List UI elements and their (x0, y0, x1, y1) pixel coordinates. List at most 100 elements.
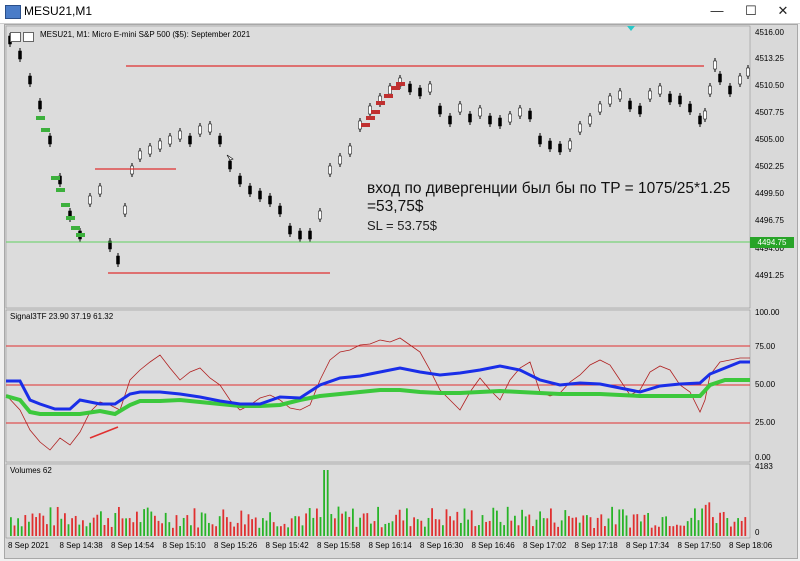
volume-bar (398, 509, 401, 536)
volume-bar (611, 506, 613, 536)
candle-body (116, 255, 120, 265)
volume-bar (56, 506, 59, 536)
price-tick-label: 4507.75 (755, 108, 784, 117)
volume-bar (424, 526, 426, 536)
volume-bar (258, 527, 261, 536)
candle-body (638, 105, 642, 115)
price-tick-label: 4491.25 (755, 271, 784, 280)
volume-bar (431, 508, 433, 536)
volume-bar (380, 527, 383, 536)
volume-bar (42, 515, 45, 536)
volume-bar (28, 521, 30, 536)
volume-bar (740, 520, 743, 536)
candle-body (238, 175, 242, 185)
volume-bar (719, 512, 721, 536)
volume-bar (96, 514, 99, 536)
candle-body (130, 165, 134, 175)
candle-body (478, 107, 482, 117)
volume-bar (488, 520, 491, 536)
volume-bar (542, 518, 545, 536)
buy-marker (41, 128, 50, 132)
annotation-line-3: SL = 53.75$ (367, 218, 437, 233)
candle-body (703, 110, 707, 120)
volume-bar (715, 523, 718, 536)
time-tick-label: 8 Sep 17:18 (574, 541, 618, 550)
candle-body (746, 67, 750, 77)
volume-bar (708, 502, 711, 536)
time-tick-label: 8 Sep 16:30 (420, 541, 464, 550)
symbol-description: MESU21, M1: Micro E-mini S&P 500 ($5): S… (40, 30, 251, 39)
candle-body (18, 50, 22, 60)
volume-bar (524, 516, 527, 536)
volume-bar (730, 526, 732, 536)
support-resistance-lines (6, 65, 750, 274)
volume-bar (193, 508, 196, 536)
volume-bar (643, 514, 646, 536)
chart-settings-icon[interactable] (23, 32, 34, 42)
candle-body (298, 230, 302, 240)
volume-bar (233, 526, 235, 536)
volume-bar (20, 526, 23, 536)
volume-bar (352, 508, 354, 536)
candle-body (318, 210, 322, 220)
volume-bar (676, 524, 678, 536)
volume-bar (60, 518, 63, 536)
price-tick-label: 4513.25 (755, 54, 784, 63)
time-tick-label: 8 Sep 18:06 (729, 541, 773, 550)
indicator-tick-label: 75.00 (755, 342, 776, 351)
annotation-line-1: вход по дивергенции был бы по TP = 1075/… (367, 180, 731, 197)
volume-bar (622, 509, 624, 536)
volume-bar (629, 527, 631, 536)
volume-bar (226, 517, 228, 536)
price-tick-label: 4496.75 (755, 216, 784, 225)
candle-body (588, 115, 592, 125)
volume-bar (586, 515, 588, 536)
candle-body (568, 140, 572, 150)
candle-body (548, 140, 552, 150)
volume-bar (305, 513, 307, 536)
candle-body (688, 103, 692, 113)
volume-bar (474, 526, 477, 536)
candle-body (208, 123, 212, 133)
volume-bar (107, 518, 109, 536)
volume-bar (200, 512, 203, 536)
volume-bar (236, 522, 239, 536)
volume-bar (737, 518, 739, 536)
volume-bar (283, 523, 286, 536)
volume-bar (208, 522, 210, 536)
volume-bar (528, 514, 531, 536)
volume-bar (78, 524, 81, 536)
candle-body (648, 90, 652, 100)
sell-marker (391, 86, 400, 90)
volume-bar (197, 527, 199, 536)
volume-bar (593, 527, 595, 536)
volume-bar (686, 521, 689, 536)
annotation-line-2: =53,75$ (367, 198, 424, 215)
candle-body (578, 123, 582, 133)
volume-bar (568, 516, 570, 536)
chart-menu-icon[interactable] (10, 32, 21, 42)
volume-bar (334, 518, 336, 536)
candle-body (178, 130, 182, 140)
candle-body (608, 95, 612, 105)
volume-bar (82, 520, 84, 536)
minimize-button[interactable]: — (710, 3, 724, 18)
current-price-tag: 4494.75 (750, 237, 794, 248)
candle-body (288, 225, 292, 235)
volume-bar (460, 522, 462, 536)
maximize-button[interactable]: ☐ (745, 3, 757, 18)
volume-bar (532, 526, 534, 536)
volume-bar (575, 517, 577, 536)
volume-bar (701, 508, 703, 536)
candle-body (268, 195, 272, 205)
close-button[interactable]: ✕ (777, 3, 789, 18)
volume-bar (100, 511, 102, 536)
candle-body (28, 75, 32, 85)
volume-bar (449, 516, 451, 536)
volume-bar (636, 514, 639, 536)
time-tick-label: 8 Sep 14:38 (59, 541, 103, 550)
candle-body (698, 115, 702, 125)
candle-body (108, 240, 112, 250)
volume-bar (654, 525, 657, 536)
